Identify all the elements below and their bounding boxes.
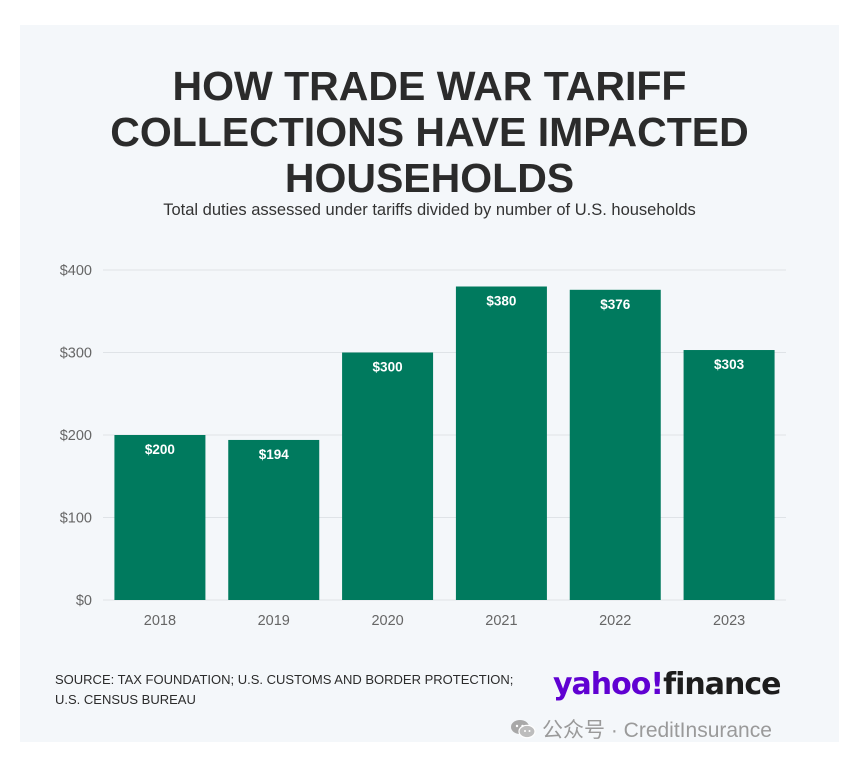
y-tick-label: $400: [60, 263, 92, 279]
logo-finance: finance: [663, 667, 781, 702]
x-tick-label: 2019: [258, 613, 290, 629]
yahoo-finance-logo: yahoo!finance: [553, 665, 782, 705]
source-note: SOURCE: TAX FOUNDATION; U.S. CUSTOMS AND…: [55, 672, 514, 707]
x-tick-label: 2022: [599, 613, 631, 629]
bar: [683, 350, 775, 600]
y-tick-label: $100: [60, 511, 92, 527]
chart-subtitle: Total duties assessed under tariffs divi…: [163, 201, 696, 219]
y-tick-label: $200: [60, 428, 92, 444]
chart-title: HOW TRADE WAR TARIFF COLLECTIONS HAVE IM…: [110, 63, 749, 201]
x-tick-label: 2021: [485, 613, 517, 629]
bar: [114, 435, 206, 600]
data-label: $376: [600, 297, 631, 312]
wechat-icon: [511, 720, 536, 739]
logo-yahoo: yahoo!: [553, 667, 664, 702]
bar: [342, 352, 434, 600]
x-tick-label: 2018: [144, 613, 176, 629]
watermark: 公众号 · CreditInsurance: [510, 714, 772, 744]
x-tick-label: 2023: [713, 613, 745, 629]
watermark-text: 公众号 · CreditInsurance: [542, 719, 772, 742]
data-label: $380: [486, 294, 516, 309]
bar-chart: $0 $100 $200 $300 $400 $200 2018 $194 2019 $300 20…: [60, 263, 786, 629]
chart-card: HOW TRADE WAR TARIFF COLLECTIONS HAVE IM…: [20, 25, 839, 742]
y-tick-label: $300: [60, 346, 92, 362]
bar: [455, 286, 547, 600]
data-label: $200: [145, 442, 175, 457]
x-tick-label: 2020: [371, 613, 403, 629]
bar: [228, 439, 320, 600]
data-label: $300: [373, 360, 403, 375]
data-label: $303: [714, 357, 745, 372]
bar: [569, 289, 661, 600]
data-label: $194: [259, 447, 290, 462]
y-tick-label: $0: [76, 593, 92, 609]
